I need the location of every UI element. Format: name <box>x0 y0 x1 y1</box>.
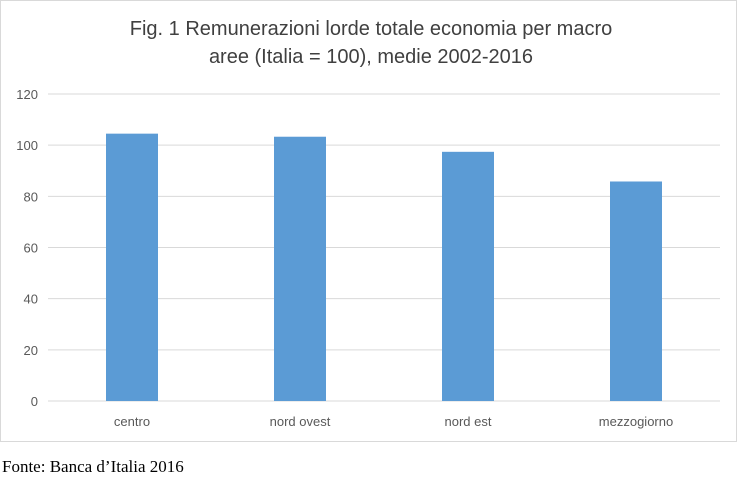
chart-title: Fig. 1 Remunerazioni lorde totale econom… <box>41 15 701 71</box>
y-tick-label: 120 <box>16 87 38 102</box>
y-tick-label: 20 <box>24 343 38 358</box>
y-axis-tick-labels: 0 20 40 60 80 100 120 <box>16 87 38 409</box>
bar-centro <box>106 133 158 401</box>
gridlines <box>48 93 720 402</box>
bar-nord-est <box>442 151 494 401</box>
bar-nord-ovest <box>274 136 326 401</box>
x-tick-label: mezzogiorno <box>599 414 673 429</box>
y-tick-label: 100 <box>16 138 38 153</box>
y-tick-label: 40 <box>24 292 38 307</box>
y-tick-label: 0 <box>31 394 38 409</box>
x-tick-label: nord ovest <box>270 414 331 429</box>
y-tick-label: 60 <box>24 241 38 256</box>
bars <box>106 133 662 401</box>
chart-title-line-1: Fig. 1 Remunerazioni lorde totale econom… <box>129 18 613 40</box>
source-note: Fonte: Banca d’Italia 2016 <box>2 457 184 476</box>
chart-title-line-2: aree (Italia = 100), medie 2002-2016 <box>208 46 534 68</box>
y-tick-label: 80 <box>24 189 38 204</box>
bar-chart: 0 20 40 60 80 100 120 centro nord ovest nord est… <box>16 87 720 429</box>
x-tick-label: nord est <box>445 414 492 429</box>
bar-mezzogiorno <box>610 181 662 401</box>
x-tick-label: centro <box>114 414 150 429</box>
x-axis-tick-labels: centro nord ovest nord est mezzogiorno <box>114 414 673 429</box>
